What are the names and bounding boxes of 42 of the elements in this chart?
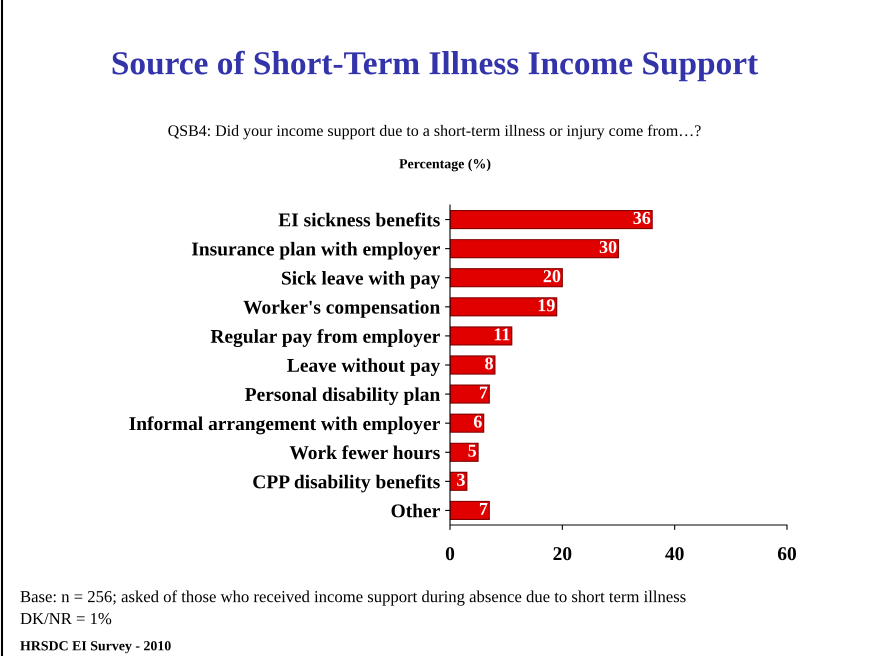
x-tick-label: 0 bbox=[446, 547, 454, 560]
data-label: 30 bbox=[600, 240, 616, 254]
chart-title: Source of Short-Term Illness Income Support bbox=[112, 50, 758, 82]
bar bbox=[450, 500, 490, 520]
y-tick-label: Leave without pay bbox=[287, 358, 440, 376]
x-axis-title: Percentage (%) bbox=[399, 158, 490, 172]
bar bbox=[450, 210, 653, 230]
text: Base: n = 256; asked of those who received income support during absence due to short term illness bbox=[20, 590, 686, 606]
bar bbox=[450, 239, 620, 258]
data-label: 6 bbox=[474, 416, 482, 428]
data-label: 11 bbox=[494, 328, 510, 340]
text: DK/NR = 1% bbox=[20, 612, 112, 624]
y-tick-label: Insurance plan with employer bbox=[192, 242, 440, 260]
bar bbox=[450, 414, 484, 433]
data-label: 36 bbox=[633, 212, 650, 224]
bar bbox=[450, 326, 512, 346]
text: HRSDC EI Survey - 2010 bbox=[20, 641, 171, 654]
data-label: 8 bbox=[485, 357, 493, 370]
y-tick-label: Other bbox=[392, 504, 440, 518]
x-tick-label: 20 bbox=[553, 547, 572, 560]
data-label: 3 bbox=[457, 474, 465, 486]
data-label: 19 bbox=[538, 299, 555, 312]
bar bbox=[450, 268, 563, 288]
y-tick-label: Regular pay from employer bbox=[210, 329, 440, 348]
y-tick-label: EI sickness benefits bbox=[278, 212, 440, 226]
bar bbox=[450, 384, 490, 404]
y-tick-label: Work fewer hours bbox=[290, 445, 440, 460]
data-label: 7 bbox=[480, 502, 488, 515]
x-tick-label: 40 bbox=[665, 547, 684, 560]
x-tick-label: 60 bbox=[778, 547, 796, 560]
data-label: 5 bbox=[468, 444, 476, 457]
data-label: 20 bbox=[544, 270, 560, 282]
bar bbox=[450, 442, 479, 462]
y-tick-label: Personal disability plan bbox=[245, 387, 440, 406]
chart-subtitle: QSB4: Did your income support due to a short-term illness or injury come from…? bbox=[168, 124, 701, 140]
bar bbox=[450, 355, 496, 375]
y-tick-label: Worker's compensation bbox=[243, 300, 440, 318]
data-label: 7 bbox=[480, 386, 488, 398]
y-tick-label: CPP disability benefits bbox=[253, 474, 440, 492]
y-tick-label: Informal arrangement with employer bbox=[129, 416, 440, 434]
y-tick-label: Sick leave with pay bbox=[282, 270, 440, 289]
bar bbox=[450, 297, 558, 316]
